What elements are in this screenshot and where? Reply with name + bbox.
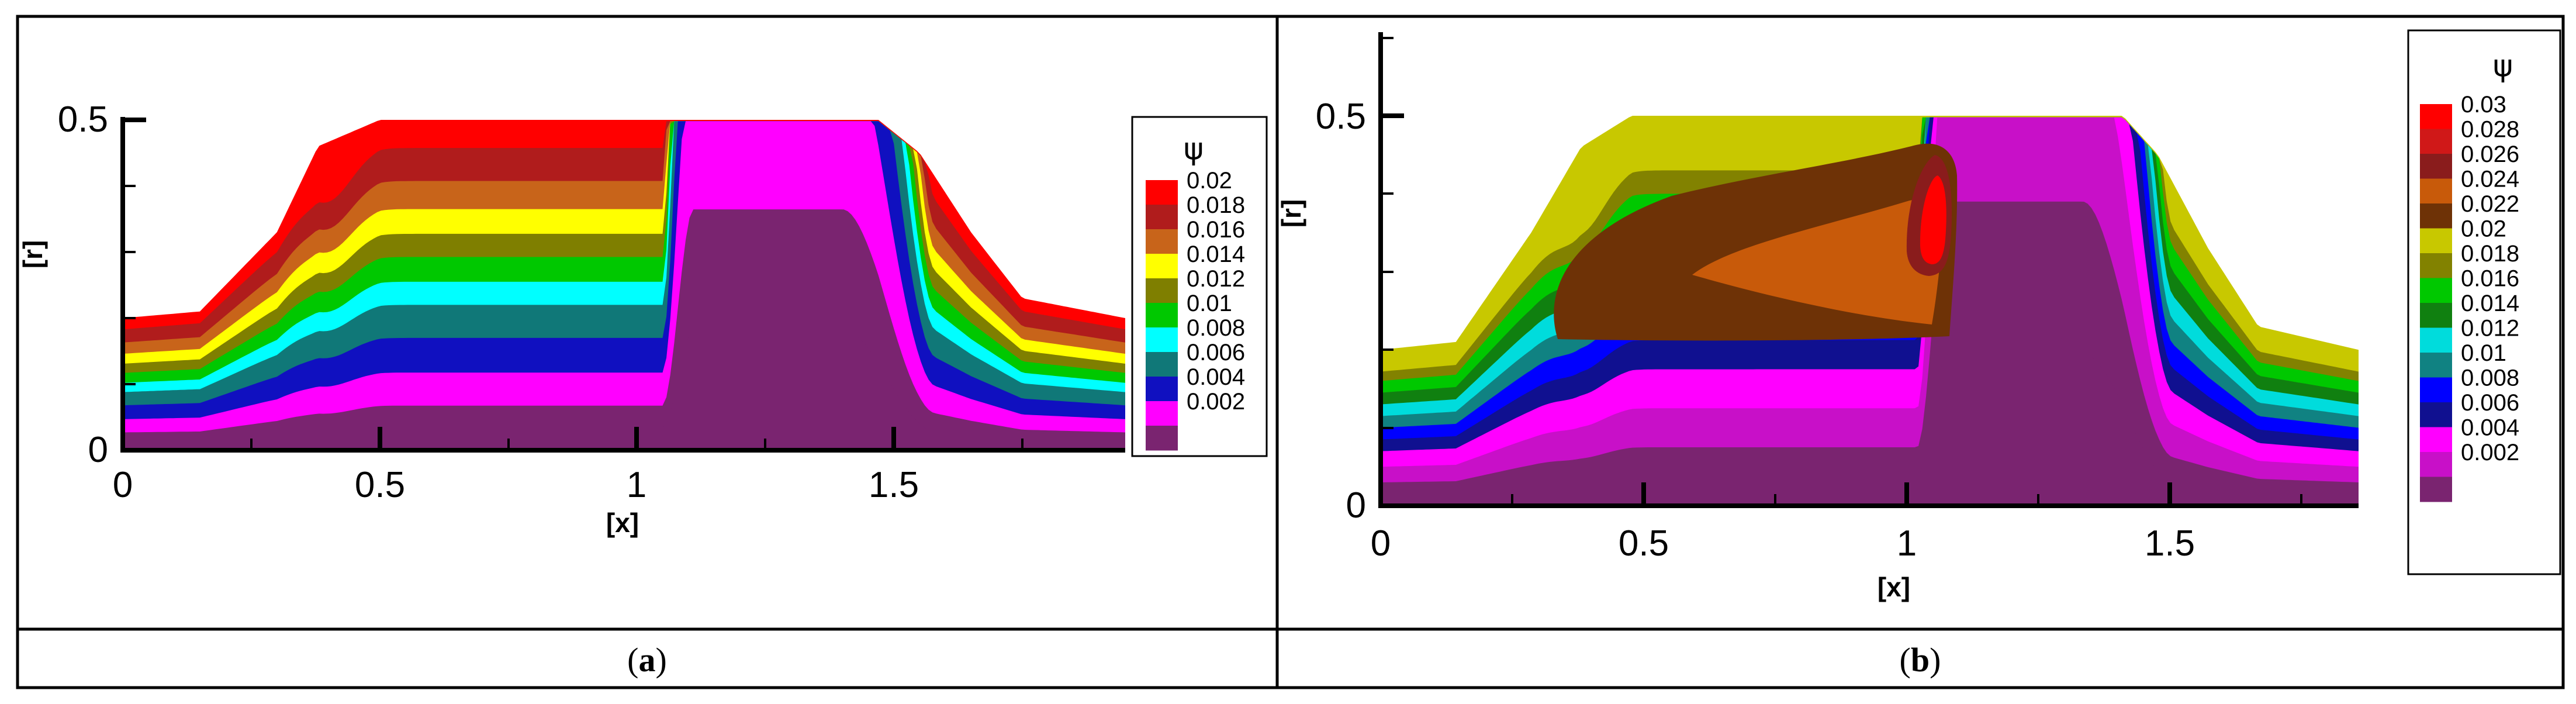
panel-b-legend-swatch-15 (2420, 477, 2452, 502)
panel-a: 0 0.5 1 1.5 0 0.5 [x] [r] ψ 0.020.0180.0… (18, 99, 1268, 538)
panel-a-legend-label-4: 0.012 (1187, 266, 1245, 292)
panel-b-ytick-label-05: 0.5 (1316, 96, 1366, 137)
panel-a-xtick-label-0: 0 (113, 465, 133, 505)
panel-b-legend-swatch-7 (2420, 278, 2452, 303)
panel-a-legend-label-0: 0.02 (1187, 168, 1232, 194)
panel-a-legend-swatch-8 (1146, 377, 1178, 402)
panel-b-plot (1381, 116, 2359, 506)
panel-a-legend-swatch-10 (1146, 426, 1178, 451)
panel-a-legend-label-7: 0.006 (1187, 340, 1245, 365)
panel-b-legend-label-11: 0.008 (2461, 365, 2519, 391)
panel-a-xtick-label-1: 1 (627, 465, 646, 505)
panel-a-legend-label-5: 0.01 (1187, 291, 1232, 316)
panel-b-xtick-label-15: 1.5 (2145, 523, 2195, 564)
panel-b-xtick-label-0: 0 (1371, 523, 1391, 564)
panel-b-legend: ψ 0.030.0280.0260.0240.0220.020.0180.016… (2407, 29, 2561, 575)
panel-b-xlabel: [x] (1877, 572, 1910, 602)
panel-a-ytick-label-0: 0 (88, 430, 108, 470)
panel-b-legend-label-5: 0.02 (2461, 216, 2506, 242)
panel-a-legend-label-2: 0.016 (1187, 217, 1245, 243)
panel-b-legend-label-1: 0.028 (2461, 117, 2519, 143)
panel-a-xtick-label-05: 0.5 (355, 465, 405, 505)
panel-b-xtick-label-1: 1 (1897, 523, 1917, 564)
panel-a-legend-swatch-7 (1146, 352, 1178, 377)
panel-b-legend-label-3: 0.024 (2461, 167, 2519, 192)
panel-b-legend-swatch-14 (2420, 452, 2452, 477)
panel-b-legend-swatch-6 (2420, 253, 2452, 278)
panel-a-axes (120, 117, 1125, 453)
panel-b-legend-swatch-11 (2420, 377, 2452, 403)
panel-b-legend-swatch-10 (2420, 353, 2452, 378)
panel-b-legend-swatch-5 (2420, 228, 2452, 254)
panel-b: 0 0.5 1 1.5 0 0.5 [x] [r] ψ 0.030.0280.0… (1276, 29, 2561, 602)
panel-b-legend-labels: 0.030.0280.0260.0240.0220.020.0180.0160.… (2461, 92, 2519, 465)
panel-a-legend-swatch-2 (1146, 229, 1178, 254)
panel-a-legend-labels: 0.020.0180.0160.0140.0120.010.0080.0060.… (1187, 168, 1245, 415)
panel-b-legend-swatch-0 (2420, 104, 2452, 129)
panel-a-legend-swatch-3 (1146, 254, 1178, 279)
panel-b-vortex-middle (1692, 199, 1942, 325)
panel-a-legend-title: ψ (1184, 132, 1204, 167)
panel-a-contour-band-base (123, 330, 1125, 450)
caption-b-letter: b (1911, 641, 1930, 679)
panel-b-legend-label-7: 0.016 (2461, 266, 2519, 292)
panel-b-legend-swatch-12 (2420, 402, 2452, 427)
panel-a-legend-swatch-9 (1146, 401, 1178, 426)
panel-b-legend-label-0: 0.03 (2461, 92, 2506, 118)
panel-a-legend-label-3: 0.014 (1187, 241, 1245, 267)
panel-b-legend-swatch-1 (2420, 129, 2452, 154)
panel-b-legend-label-8: 0.014 (2461, 291, 2519, 316)
panel-b-legend-swatch-8 (2420, 303, 2452, 328)
caption-a: (a) (627, 641, 667, 679)
panel-b-legend-swatch-4 (2420, 203, 2452, 229)
panel-a-plot (123, 120, 1125, 451)
panel-b-legend-label-6: 0.018 (2461, 241, 2519, 267)
outer-border (16, 15, 2565, 689)
panel-b-ylabel: [r] (1276, 199, 1306, 228)
panel-b-legend-label-13: 0.004 (2461, 415, 2519, 441)
panel-b-recirculation (1554, 143, 1958, 341)
caption-a-open: ( (627, 641, 638, 679)
panel-a-xlabel: [x] (606, 508, 639, 538)
panel-b-legend-label-10: 0.01 (2461, 340, 2506, 366)
panel-a-xtick-label-15: 1.5 (869, 465, 919, 505)
caption-a-close: ) (656, 641, 667, 679)
panel-b-legend-label-4: 0.022 (2461, 191, 2519, 217)
panel-b-legend-swatch-2 (2420, 154, 2452, 179)
panel-a-legend-label-9: 0.002 (1187, 389, 1245, 415)
panel-b-legend-label-12: 0.006 (2461, 390, 2519, 416)
caption-b-close: ) (1930, 641, 1941, 679)
panel-b-ytick-label-0: 0 (1346, 485, 1366, 526)
panel-b-legend-swatch-13 (2420, 427, 2452, 453)
panel-b-legend-label-9: 0.012 (2461, 316, 2519, 341)
panel-a-legend-swatch-6 (1146, 327, 1178, 353)
panel-a-legend-swatches (1146, 180, 1178, 451)
panel-a-legend-label-6: 0.008 (1187, 315, 1245, 341)
panel-b-legend-title: ψ (2493, 49, 2513, 84)
panel-a-legend-label-8: 0.004 (1187, 364, 1245, 390)
panel-a-legend: ψ 0.020.0180.0160.0140.0120.010.0080.006… (1131, 116, 1268, 457)
caption-a-letter: a (639, 641, 656, 679)
panel-b-axes (1378, 32, 2359, 508)
panel-a-legend-swatch-5 (1146, 303, 1178, 328)
panel-a-ylabel: [r] (18, 240, 48, 269)
panel-a-contour-bands (123, 121, 1125, 451)
panel-a-legend-label-1: 0.018 (1187, 192, 1245, 218)
panel-a-legend-swatch-0 (1146, 180, 1178, 205)
panel-b-legend-label-2: 0.026 (2461, 142, 2519, 167)
caption-b-open: ( (1900, 641, 1911, 679)
panel-b-xtick-label-05: 0.5 (1619, 523, 1669, 564)
caption-b: (b) (1900, 641, 1941, 679)
panel-a-legend-swatch-1 (1146, 205, 1178, 230)
panel-b-legend-swatches (2420, 104, 2452, 502)
panel-b-legend-swatch-9 (2420, 327, 2452, 353)
panel-a-legend-swatch-4 (1146, 278, 1178, 303)
panel-a-ytick-label-05: 0.5 (58, 99, 108, 140)
panel-b-vortex-core (1920, 175, 1946, 264)
panel-b-legend-label-14: 0.002 (2461, 440, 2519, 465)
panel-b-contour-band-base (1381, 353, 2359, 506)
panel-b-legend-swatch-3 (2420, 178, 2452, 204)
